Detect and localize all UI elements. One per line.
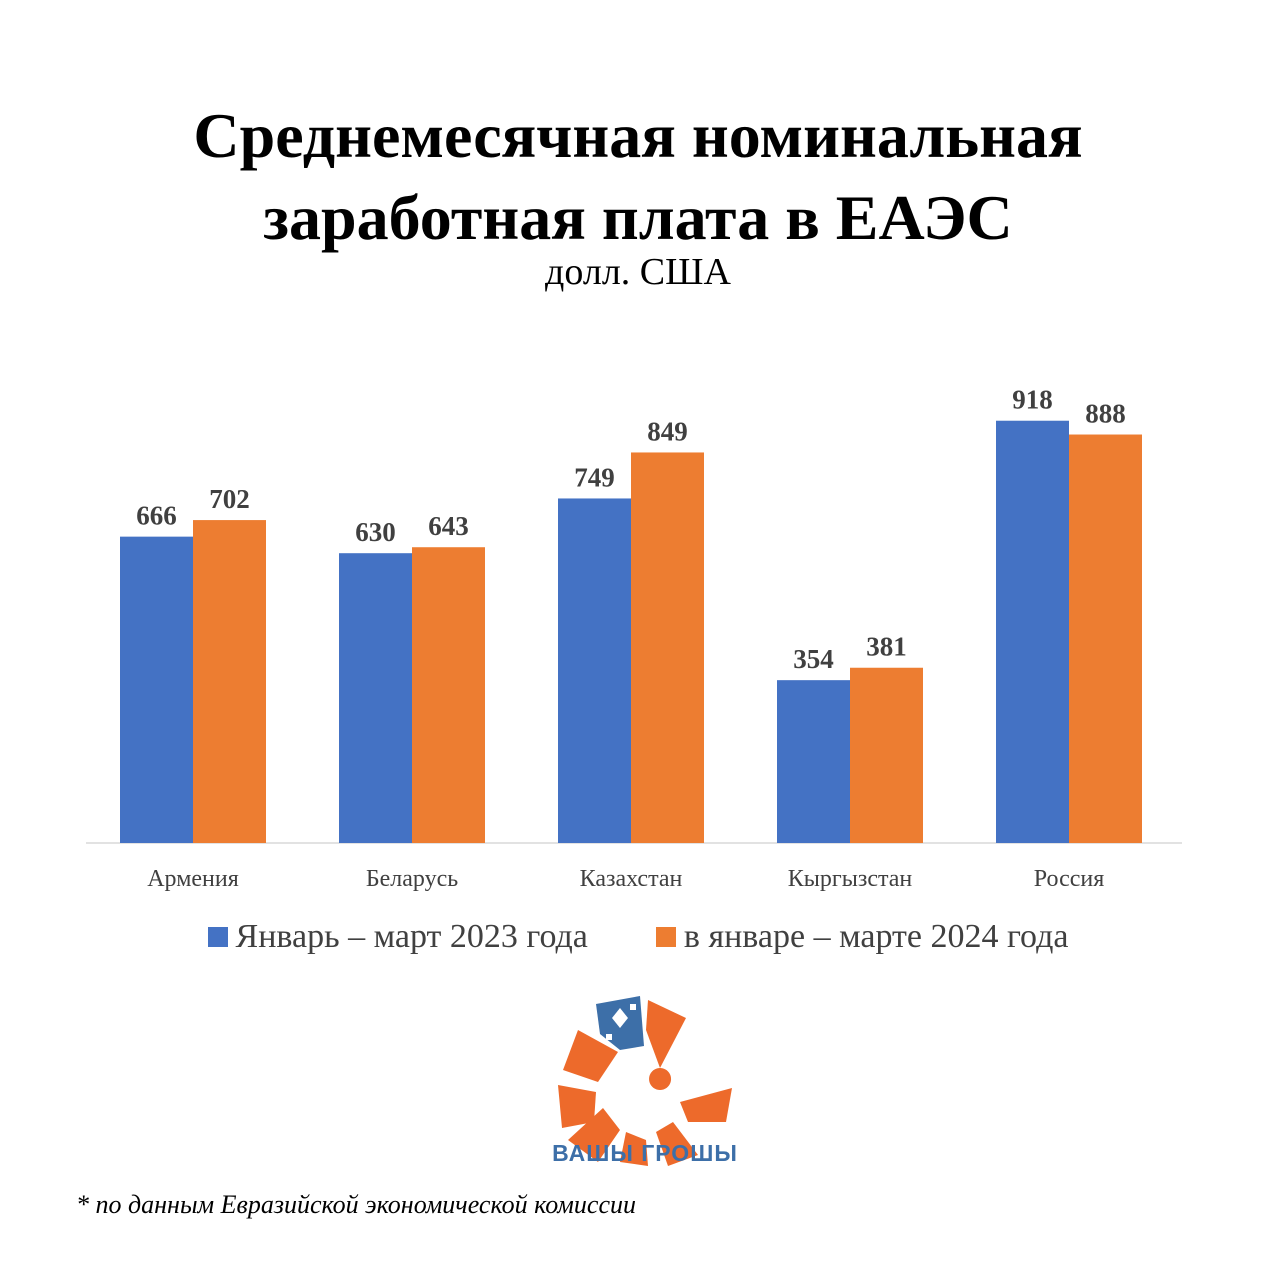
legend-swatch-2024 [655, 927, 676, 947]
legend-item-2024: в январе – марте 2024 года [655, 918, 1069, 956]
title-line-1: Среднемесячная номинальная [193, 100, 1083, 171]
bar [1069, 434, 1142, 843]
bar [120, 536, 193, 843]
bar [339, 553, 412, 843]
legend-item-2023: Январь – март 2023 года [207, 918, 588, 956]
category-label: Кыргызстан [788, 866, 913, 892]
bar [777, 680, 850, 843]
bar [412, 547, 485, 843]
legend-label-2023: Январь – март 2023 года [235, 918, 588, 955]
chart-legend: Январь – март 2023 года в январе – марте… [0, 918, 1276, 956]
bar-value-label: 381 [866, 632, 907, 662]
bar-value-label: 643 [428, 511, 469, 541]
logo-text: ВАШЫ ГРОШЫ [552, 1140, 738, 1166]
bar-chart: 666 702 Армения 630 643 Беларусь 749 849 Казахст… [86, 385, 1182, 892]
source-footnote: * по данным Евразийской экономической ко… [76, 1190, 636, 1219]
bar-value-label: 918 [1012, 385, 1053, 415]
chart-title: Среднемесячная номинальная заработная пл… [0, 95, 1276, 259]
category-label: Беларусь [366, 866, 458, 892]
bar [996, 420, 1069, 843]
category-label: Казахстан [580, 866, 683, 892]
bar-value-label: 888 [1085, 399, 1126, 429]
bar-value-label: 630 [355, 517, 396, 547]
vashy-groshy-logo-icon [558, 996, 732, 1166]
category-label: Армения [147, 866, 239, 892]
category-label: Россия [1034, 866, 1105, 892]
legend-label-2024: в январе – марте 2024 года [683, 918, 1069, 955]
title-line-2: заработная плата в ЕАЭС [263, 182, 1013, 253]
bar-value-label: 749 [574, 462, 615, 492]
bar [558, 498, 631, 843]
bar-value-label: 354 [793, 644, 834, 674]
legend-swatch-2023 [207, 927, 228, 947]
bar-value-label: 849 [647, 416, 688, 446]
bar [631, 452, 704, 843]
bar [850, 667, 923, 843]
bar [193, 520, 266, 843]
bar-value-label: 702 [209, 484, 250, 514]
bar-value-label: 666 [136, 501, 177, 531]
chart-subtitle: долл. США [545, 251, 731, 293]
